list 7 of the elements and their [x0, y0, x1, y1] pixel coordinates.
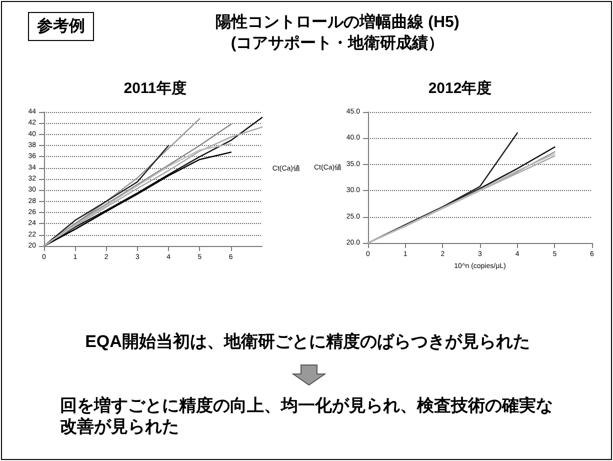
text: 参考例 — [28, 12, 94, 41]
chart-title: 2011年度 — [124, 79, 186, 97]
chart-title: 2012年度 — [428, 79, 492, 97]
text: 陽性コントロールの増幅曲線 (H5) — [216, 14, 460, 31]
text: 回を増すごとに精度の向上、均一化が見られ、検査技術の確実な改善が見られた — [60, 395, 554, 437]
text: EQA開始当初は、地衛研ごとに精度のばらつきが見られた — [84, 331, 531, 353]
text: (コアサポート・地衛研成績） — [230, 35, 444, 52]
